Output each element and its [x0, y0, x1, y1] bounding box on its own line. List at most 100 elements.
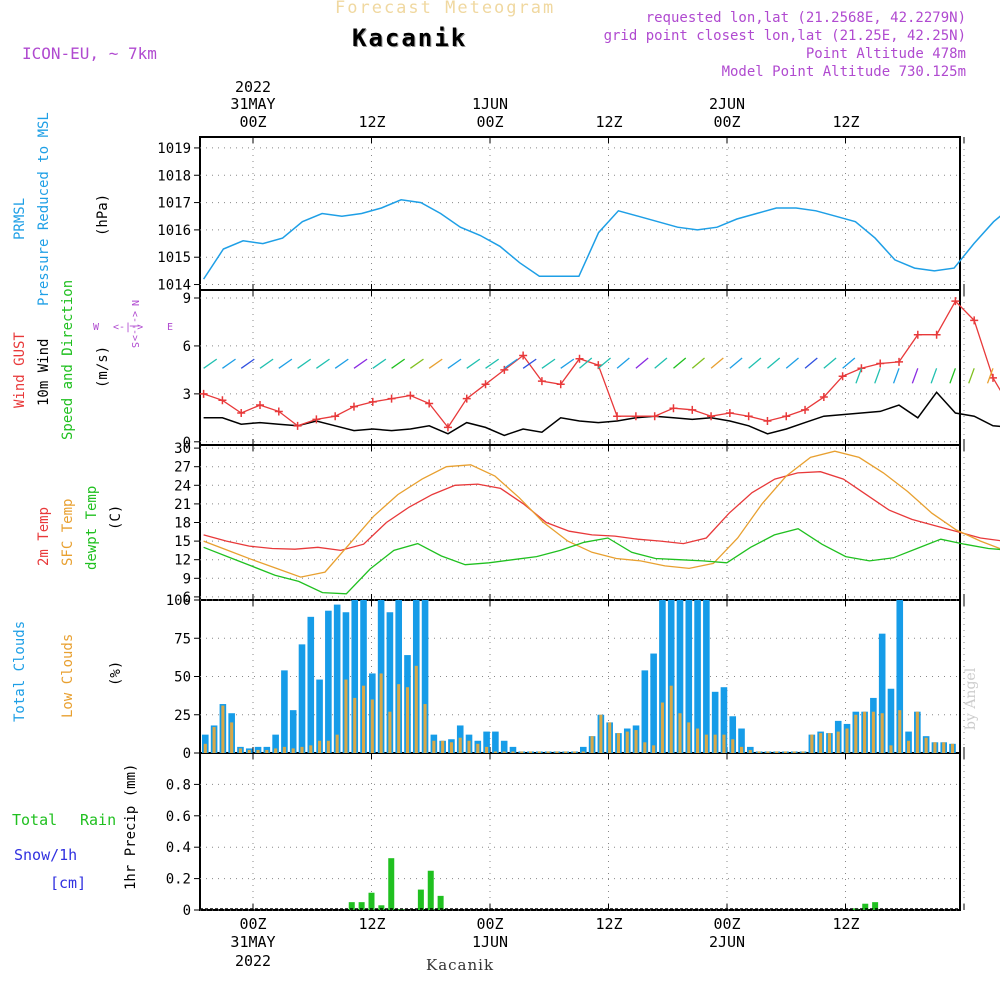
wind-arrow [203, 358, 218, 369]
pressure-frame [199, 136, 961, 291]
point-altitude: Point Altitude 478m [805, 46, 966, 62]
low-cloud-bar [783, 751, 788, 753]
pressure-series [202, 199, 1000, 280]
wind-arrow [447, 358, 462, 369]
gust-marker [293, 421, 302, 430]
total-cloud-bar [509, 746, 517, 753]
wind-arrow [930, 368, 938, 384]
total-cloud-bar [483, 731, 490, 753]
low-cloud-bar [669, 685, 673, 753]
gust-marker [500, 365, 509, 374]
total-cloud-bar [333, 604, 341, 753]
gust-marker [838, 372, 847, 381]
low-cloud-bar [739, 746, 744, 753]
low-cloud-bar [827, 733, 831, 753]
low-cloud-bar [819, 733, 823, 753]
low-cloud-bar [256, 749, 260, 753]
low-cloud-bar [731, 739, 735, 753]
rain-bar [427, 870, 434, 910]
wind-arrow [503, 358, 518, 369]
top-tick-2: 00Z [476, 113, 503, 131]
total-cloud-bar [289, 710, 297, 753]
total-cloud-bar [500, 740, 508, 753]
total-cloud-bar [360, 600, 367, 753]
compass-e: E [167, 322, 173, 333]
wind-arrow [259, 358, 274, 369]
low-cloud-bar [511, 751, 515, 753]
total-cloud-bar [659, 600, 666, 753]
total-label: Total [12, 811, 57, 829]
gust-marker [707, 412, 716, 421]
low-cloud-bar [326, 740, 330, 753]
low-cloud-bar [265, 749, 269, 753]
bottom-year: 2022 [235, 952, 271, 970]
bottom-date-1jun: 1JUN [472, 933, 508, 951]
temperature-ytick-label: 21 [174, 497, 191, 513]
temperature-ytick-label: 15 [174, 534, 191, 550]
wind-arrow [240, 358, 255, 369]
gust-marker [932, 330, 941, 339]
low-cloud-bar [493, 751, 497, 753]
wind-arrow [428, 358, 443, 369]
low-cloud-bar [854, 714, 858, 753]
gust-marker [575, 354, 584, 363]
total-cloud-bar [720, 687, 728, 753]
low-cloud-bar [230, 722, 234, 753]
low-cloud-bar [335, 734, 339, 753]
wind-arrow [874, 368, 881, 384]
low-cloud-bar [696, 728, 700, 753]
gust-marker [819, 393, 828, 402]
gust-marker [631, 412, 640, 421]
clouds-ytick-label: 25 [174, 708, 191, 724]
top-date-2jun: 2JUN [709, 95, 745, 113]
wind-10m-line [203, 391, 1000, 437]
snow-label: Snow/1h [14, 846, 77, 864]
total-cloud-bar [887, 688, 895, 753]
top-tick-1: 12Z [358, 113, 385, 131]
wind-series [199, 297, 1000, 437]
low-cloud-bar [529, 751, 533, 753]
total-cloud-bar [421, 600, 429, 753]
gust-marker [951, 297, 960, 306]
cloud-series [202, 600, 956, 753]
low-cloud-bar [581, 751, 585, 753]
low-cloud-bar [950, 743, 955, 753]
wind-arrow [949, 368, 957, 384]
gust-marker [443, 423, 452, 432]
total-cloud-bar [307, 616, 315, 753]
low-cloud-bar [933, 742, 937, 753]
snow-unit-label: [cm] [50, 874, 86, 892]
wind-labels: Wind GUST 10m Wind Speed and Direction (… [12, 280, 173, 440]
wind-arrow [673, 357, 687, 369]
clouds-ytick-label: 75 [174, 631, 191, 647]
clouds-ytick-label: 100 [166, 593, 191, 609]
precip-ytick-label: 0.8 [166, 777, 191, 793]
gust-marker [537, 377, 546, 386]
gust-marker [801, 405, 810, 414]
pressure-unit-label: (hPa) [95, 194, 111, 236]
gust-marker [650, 412, 659, 421]
low-cloud-bar [458, 737, 462, 753]
low-cloud-bar [221, 705, 225, 753]
low-cloud-bar [608, 722, 612, 753]
compass-s: S [129, 342, 140, 348]
low-cloud-bar [555, 751, 559, 753]
bottom-tick-0: 00Z [239, 915, 266, 933]
top-year: 2022 [235, 78, 271, 96]
low-cloud-bar [713, 734, 717, 753]
temp-labels: 2m Temp SFC Temp dewpt Temp (C) [36, 486, 124, 570]
total-cloud-bar [685, 600, 693, 753]
wind-arrow [767, 357, 781, 369]
low-clouds-label: Low Clouds [60, 634, 76, 718]
low-cloud-bar [863, 711, 867, 753]
wind-arrow [466, 358, 481, 369]
total-cloud-bar [580, 746, 587, 753]
pressure-labels: PRMSL Pressure Reduced to MSL (hPa) [12, 112, 111, 306]
wind-arrow [391, 358, 406, 369]
low-cloud-bar [652, 745, 656, 753]
gust-marker [199, 389, 208, 398]
total-cloud-bar [729, 716, 737, 753]
temp-unit-label: (C) [108, 505, 124, 530]
low-cloud-bar [757, 751, 761, 753]
low-cloud-bar [414, 665, 418, 753]
